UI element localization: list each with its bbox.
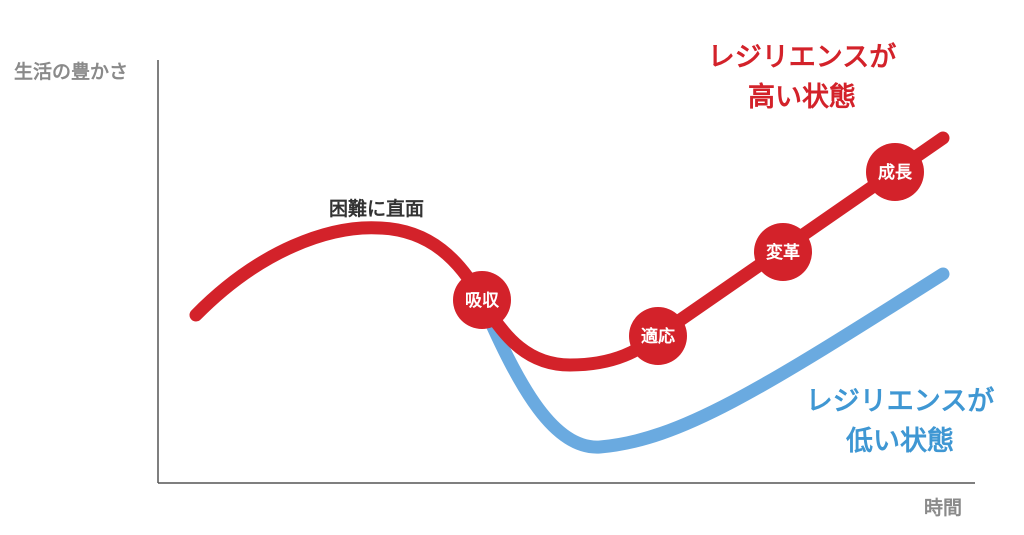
- stage-label-absorb: 吸収: [465, 291, 500, 311]
- y-axis-label: 生活の豊かさ: [14, 60, 128, 83]
- high-resilience-curve: [189, 131, 950, 372]
- high-resilience-label-line2: 高い状態: [748, 81, 856, 113]
- stage-label-grow: 成長: [878, 162, 913, 183]
- stage-label-adapt: 適応: [641, 326, 675, 347]
- stage-marker-absorb: 吸収: [453, 271, 511, 329]
- x-axis-label: 時間: [924, 497, 962, 519]
- stage-label-transform: 変革: [766, 242, 800, 263]
- high-resilience-label-line1: レジリエンスが: [708, 41, 896, 73]
- stage-marker-transform: 変革: [754, 223, 812, 281]
- low-resilience-label-line2: 低い状態: [845, 425, 954, 457]
- low-resilience-curve: [475, 267, 950, 454]
- low-resilience-label-line1: レジリエンスが: [806, 385, 994, 417]
- stage-marker-grow: 成長: [866, 143, 924, 201]
- stage-marker-adapt: 適応: [629, 307, 687, 365]
- difficulty-annotation: 困難に直面: [329, 197, 424, 220]
